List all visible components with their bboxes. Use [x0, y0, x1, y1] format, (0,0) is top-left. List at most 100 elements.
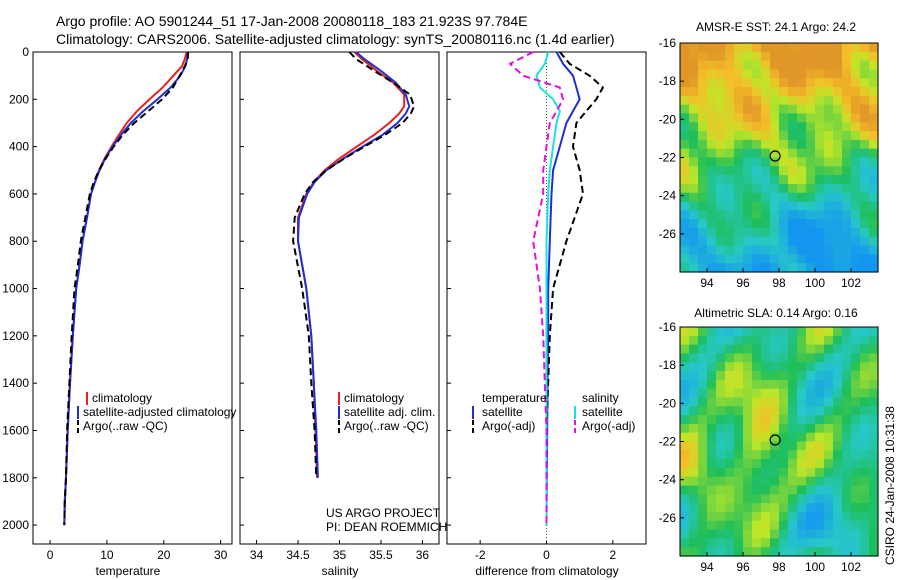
- map-cell: [788, 131, 798, 141]
- map-cell: [770, 113, 780, 123]
- map-cell: [734, 476, 744, 487]
- legend-climatology: climatology: [92, 391, 152, 405]
- map-cell: [725, 157, 735, 167]
- map-cell: [734, 415, 744, 425]
- map-cell: [716, 95, 726, 106]
- map-cell: [860, 210, 870, 220]
- map-cell: [698, 511, 708, 522]
- map-cell: [743, 210, 753, 220]
- map-cell: [770, 131, 780, 141]
- map-cell: [833, 511, 843, 522]
- map-cell: [743, 529, 753, 539]
- legend-argo: Argo(..raw -QC): [344, 419, 429, 433]
- map-cell: [734, 245, 744, 255]
- map-cell: [770, 192, 780, 203]
- map-cell: [851, 547, 861, 557]
- map-cell: [788, 423, 798, 434]
- map-cell: [824, 397, 834, 407]
- map-cell: [797, 69, 807, 79]
- map-cell: [707, 60, 717, 71]
- map-cell: [860, 43, 870, 53]
- map-x-tick-label: 98: [772, 560, 786, 574]
- map-cell: [788, 494, 798, 504]
- map-cell: [698, 529, 708, 539]
- map-cell: [743, 388, 753, 399]
- map-cell: [743, 538, 753, 548]
- x-tick-label: 35.5: [369, 548, 393, 562]
- y-tick-label: 1400: [2, 376, 29, 390]
- map-cell: [869, 113, 879, 123]
- map-cell: [797, 87, 807, 97]
- map-cell: [851, 192, 861, 203]
- header-line-2: Climatology: CARS2006. Satellite-adjuste…: [56, 31, 614, 47]
- map-cell: [698, 450, 708, 460]
- map-cell: [833, 43, 843, 53]
- map-cell: [824, 51, 834, 62]
- map-cell: [734, 95, 744, 106]
- map-cell: [752, 43, 762, 53]
- map-cell: [869, 520, 879, 531]
- map-cell: [779, 503, 789, 513]
- series-line-salinity-argo-adj-: [509, 51, 565, 526]
- map-cell: [770, 263, 780, 273]
- map-cell: [833, 139, 843, 150]
- map-cell: [779, 529, 789, 539]
- map-cell: [752, 547, 762, 557]
- map-cell: [779, 538, 789, 548]
- map-cell: [734, 148, 744, 159]
- map-cell: [698, 494, 708, 504]
- map-cell: [833, 371, 843, 381]
- map-cell: [860, 166, 870, 176]
- map-cell: [851, 60, 861, 71]
- map-cell: [815, 263, 825, 273]
- map-cell: [824, 175, 834, 185]
- map-cell: [707, 210, 717, 220]
- map-cell: [797, 113, 807, 123]
- map-cell: [779, 201, 789, 211]
- map-cell: [707, 450, 717, 460]
- map-cell: [716, 547, 726, 557]
- map-cell: [689, 192, 699, 203]
- map-cell: [752, 388, 762, 399]
- map-cell: [788, 397, 798, 407]
- map-cell: [842, 51, 852, 62]
- map-cell: [797, 538, 807, 548]
- map-cell: [698, 227, 708, 238]
- map-cell: [770, 397, 780, 407]
- map-cell: [869, 254, 879, 264]
- map-cell: [752, 122, 762, 132]
- map-cell: [752, 104, 762, 115]
- map-cell: [698, 148, 708, 159]
- map-cell: [815, 379, 825, 390]
- map-cell: [797, 520, 807, 531]
- map-cell: [779, 441, 789, 451]
- map-cell: [725, 78, 735, 88]
- map-cell: [833, 432, 843, 443]
- map-cell: [761, 459, 771, 469]
- temperature-legend: climatology satellite-adjusted climatolo…: [77, 391, 236, 433]
- map-cell: [842, 263, 852, 273]
- map-cell: [788, 201, 798, 211]
- map-cell: [752, 529, 762, 539]
- map-cell: [815, 236, 825, 247]
- map-cell: [707, 415, 717, 425]
- map-cell: [842, 547, 852, 557]
- map-cell: [779, 254, 789, 264]
- map-cell: [716, 245, 726, 255]
- map-cell: [842, 245, 852, 255]
- map-cell: [860, 353, 870, 363]
- map-cell: [761, 175, 771, 185]
- map-cell: [698, 476, 708, 487]
- map-cell: [761, 529, 771, 539]
- map-cell: [833, 210, 843, 220]
- map-cell: [797, 210, 807, 220]
- map-cell: [788, 538, 798, 548]
- salinity-legend: climatology satellite adj. clim. Argo(..…: [326, 391, 447, 534]
- map-cell: [869, 43, 879, 53]
- map-cell: [716, 476, 726, 487]
- map-cell: [707, 397, 717, 407]
- map-cell: [779, 157, 789, 167]
- temperature-axes: [32, 51, 233, 545]
- map-cell: [770, 423, 780, 434]
- map-cell: [842, 432, 852, 443]
